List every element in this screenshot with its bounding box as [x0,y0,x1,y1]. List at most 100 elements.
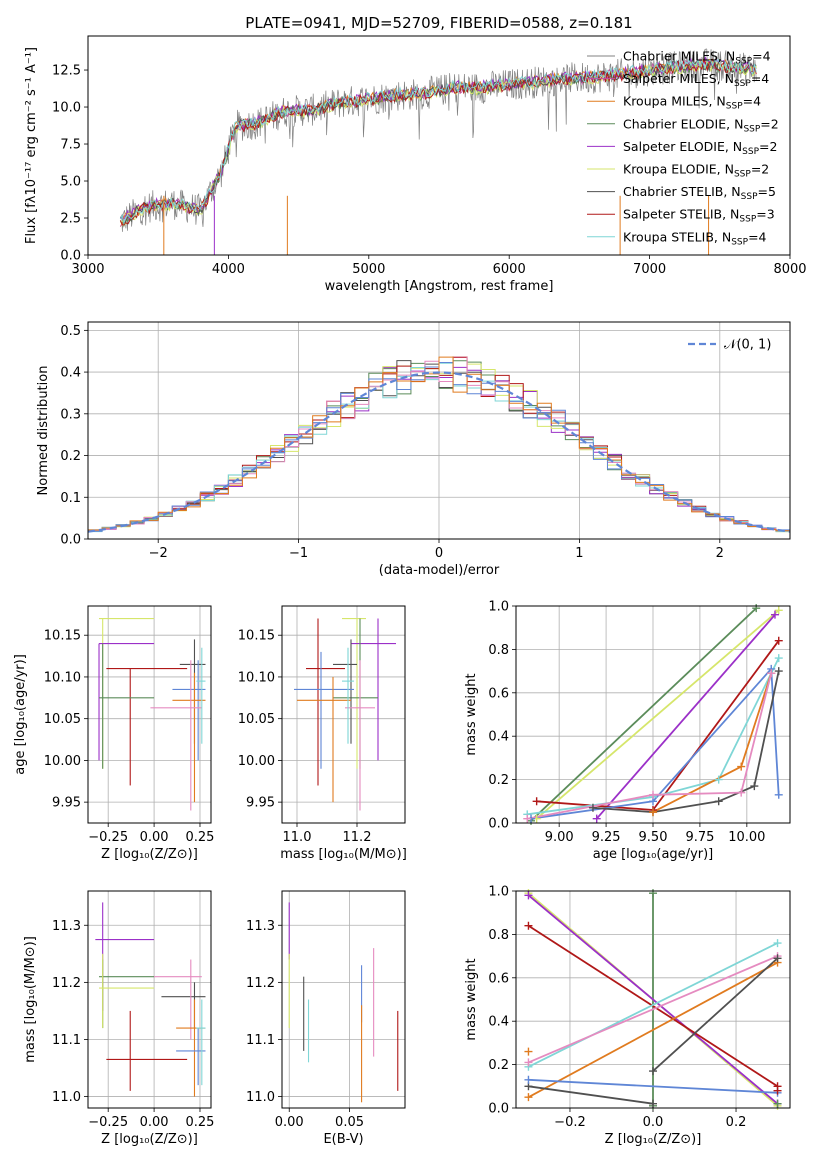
x-axis-label: Z [log₁₀(Z/Z⊙)] [101,847,198,862]
legend-label: Salpeter ELODIE, NSSP=2 [623,139,777,157]
plot-area [95,902,206,1097]
y-tick-label: 11.0 [246,1090,275,1105]
series-line [528,1085,654,1105]
x-tick-label: 0.00 [140,1115,169,1130]
data-marker [649,790,657,799]
grid [282,891,405,1108]
data-marker [524,1058,533,1067]
x-tick-label: 0.00 [140,830,169,845]
series-line [528,961,778,1098]
x-tick-label: −1 [289,546,308,561]
y-tick-label: 0.4 [60,366,81,381]
y-axis-label: mass [log₁₀(M/M⊙)] [23,936,38,1063]
x-tick-label: 3000 [71,262,104,277]
x-tick-label: 5000 [352,262,385,277]
grid [282,606,405,823]
y-tick-label: 0.4 [488,1015,509,1030]
series-line [530,666,780,820]
x-tick-label: 0.25 [186,830,215,845]
axes-frame [87,35,791,256]
y-tick-label: 0.0 [60,533,81,548]
data-marker [524,891,533,900]
panel-mass-vs-ebv: 0.00 0.05 11.0 11.1 11.2 11.3 E(B-V) [246,890,406,1147]
panel-age-vs-Z: −0.25 0.00 0.25 9.95 10.00 10.05 10.10 10.15 Z [… [13,605,215,862]
data-marker [774,790,783,799]
series-line [527,657,780,816]
series-line [528,924,778,1088]
x-tick-label: −0.25 [88,830,128,845]
axes-frame [87,605,212,824]
y-tick-label: 11.3 [52,919,81,934]
data-marker [773,939,782,948]
y-axis-label: Flux [fλ10⁻¹⁷ erg cm⁻² s⁻¹ A⁻¹] [24,47,39,244]
x-tick-label: 0.2 [726,1115,747,1130]
legend-label: Salpeter STELIB, NSSP=3 [623,207,775,225]
axes-frame [87,321,791,540]
y-tick-label: 0.6 [488,686,509,701]
y-axis-label: mass weight [464,958,479,1040]
data-marker [649,808,657,817]
plot-area [98,617,206,811]
y-tick-label: 11.2 [52,976,81,991]
x-tick-label: 9.50 [639,830,668,845]
normal-curve [88,371,790,533]
series-line [536,609,780,820]
data-marker [774,667,783,676]
y-tick-label: 0.3 [60,407,81,422]
axes-frame [515,890,791,1109]
axes-frame [281,890,406,1109]
data-marker [714,797,723,806]
data-marker [532,797,541,806]
legend-label: Chabrier STELIB, NSSP=5 [623,184,776,202]
panel-age-vs-mass: 11.0 11.2 9.95 10.00 10.05 10.10 10.15 mass [lo… [238,605,407,862]
x-axis-label: age [log₁₀(age/yr)] [593,847,714,862]
data-marker [523,814,532,823]
legend-label: Salpeter MILES, NSSP=4 [623,71,769,89]
y-tick-label: 0.0 [60,249,81,264]
y-tick-label: 10.05 [238,712,275,727]
data-marker [750,782,759,791]
panel-mass-weight-vs-age: 9.00 9.25 9.50 9.75 10.00 0.0 0.2 0.4 0.6 0.8 1.0 a… [464,600,791,862]
x-axis-label: Z [log₁₀(Z/Z⊙)] [101,1132,198,1147]
legend-label: Chabrier MILES, NSSP=4 [623,49,771,67]
y-tick-label: 1.0 [488,600,509,615]
y-tick-label: 0.2 [60,449,81,464]
model-spectrum-line [119,58,757,225]
series-line [527,894,779,1105]
data-marker [773,1086,782,1095]
series-line [527,673,773,820]
y-tick-label: 10.10 [44,670,81,685]
legend-label: Kroupa MILES, NSSP=4 [623,94,761,112]
data-marker [588,803,597,812]
y-tick-label: 2.5 [60,212,81,227]
data-marker [524,1075,533,1084]
x-tick-label: 11.0 [283,830,312,845]
x-axis-label: E(B-V) [323,1132,363,1147]
data-marker [737,762,746,771]
x-tick-label: 11.2 [343,830,372,845]
x-tick-label: 7000 [633,262,666,277]
y-tick-label: 12.5 [52,64,81,79]
plot-area [88,356,790,533]
y-axis-label: Normed distribution [36,366,51,496]
legend-label: Kroupa ELODIE, NSSP=2 [623,162,769,180]
y-tick-label: 0.5 [60,324,81,339]
histogram-step [88,356,790,532]
y-tick-label: 10.05 [44,712,81,727]
data-marker [649,1099,657,1108]
legend-label: Chabrier ELODIE, NSSP=2 [623,116,779,134]
y-tick-label: 11.1 [52,1033,81,1048]
x-axis-label: wavelength [Angstrom, rest frame] [325,279,554,294]
y-tick-label: 10.10 [238,670,275,685]
x-tick-label: −2 [149,546,168,561]
y-tick-label: 10.00 [238,754,275,769]
x-tick-label: 4000 [212,262,245,277]
series-line [528,942,778,1068]
y-tick-label: 7.5 [60,138,81,153]
y-tick-label: 0.0 [488,1102,509,1117]
series-line [652,957,779,1072]
x-axis-label: mass [log₁₀(M/M⊙)] [280,847,407,862]
data-marker [774,606,783,615]
panel-mass-weight-vs-Z: −0.2 0.0 0.2 0.0 0.2 0.4 0.6 0.8 1.0 Z [log₁₀(Z/Z… [464,885,791,1147]
